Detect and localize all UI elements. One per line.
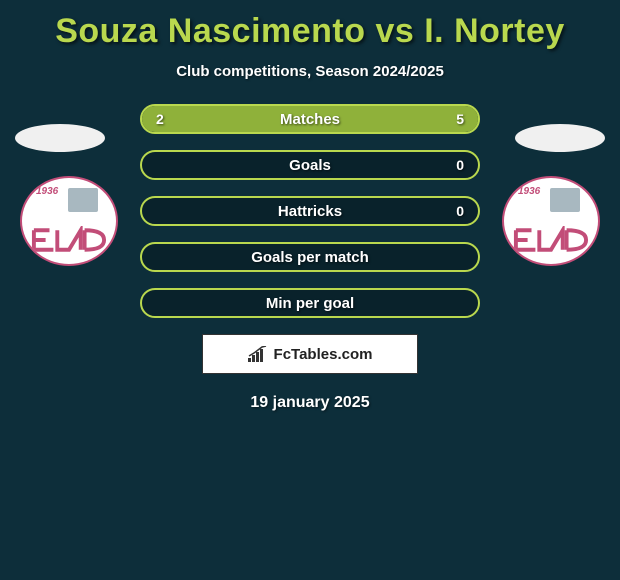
comparison-bars: 2 Matches 5 Goals 0 Hattricks 0 Goals per match… xyxy=(140,104,480,318)
stat-bar: Goals 0 xyxy=(140,150,480,180)
page-subtitle: Club competitions, Season 2024/2025 xyxy=(0,63,620,80)
bar-label: Hattricks xyxy=(278,203,342,220)
site-badge: FcTables.com xyxy=(202,334,418,374)
site-chart-icon xyxy=(248,346,268,362)
site-label: FcTables.com xyxy=(274,346,373,363)
bar-label: Goals per match xyxy=(251,249,369,266)
club-year: 1936 xyxy=(36,186,58,197)
country-flag-left xyxy=(15,124,105,152)
page-title: Souza Nascimento vs I. Nortey xyxy=(0,0,620,51)
stat-bar: Hattricks 0 xyxy=(140,196,480,226)
bar-value-right: 5 xyxy=(456,111,464,127)
club-lettering xyxy=(30,226,108,254)
bar-value-right: 0 xyxy=(456,157,464,173)
club-year: 1936 xyxy=(518,186,540,197)
stat-bar: Goals per match xyxy=(140,242,480,272)
bar-label: Goals xyxy=(289,157,331,174)
club-logo-left: 1936 xyxy=(20,176,118,266)
bar-value-left: 2 xyxy=(156,111,164,127)
bar-label: Matches xyxy=(280,111,340,128)
club-lettering xyxy=(512,226,590,254)
club-emblem-icon xyxy=(68,188,98,212)
club-logo-right: 1936 xyxy=(502,176,600,266)
date-label: 19 january 2025 xyxy=(0,394,620,412)
stat-bar: 2 Matches 5 xyxy=(140,104,480,134)
stat-bar: Min per goal xyxy=(140,288,480,318)
club-emblem-icon xyxy=(550,188,580,212)
country-flag-right xyxy=(515,124,605,152)
bar-value-right: 0 xyxy=(456,203,464,219)
bar-fill-right xyxy=(236,106,478,132)
bar-label: Min per goal xyxy=(266,295,354,312)
